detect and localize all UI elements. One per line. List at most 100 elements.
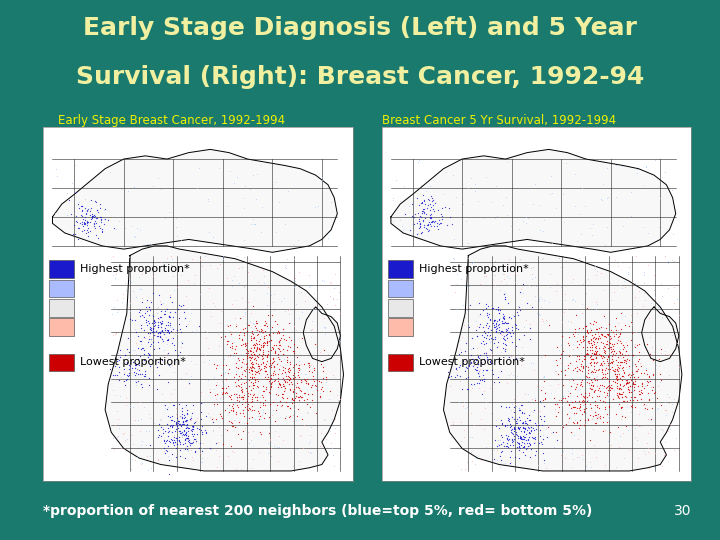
Point [490, 319, 502, 327]
Point [293, 366, 305, 374]
Point [409, 210, 420, 218]
Point [268, 368, 279, 377]
Point [513, 303, 525, 312]
Point [602, 343, 613, 352]
Point [604, 339, 616, 347]
Point [186, 254, 198, 263]
Point [165, 362, 176, 371]
Point [609, 378, 621, 387]
Point [538, 416, 549, 425]
Point [256, 227, 267, 236]
Point [134, 226, 145, 234]
Point [230, 348, 242, 357]
Point [243, 376, 255, 384]
Point [629, 293, 641, 301]
Point [245, 389, 256, 398]
Point [305, 362, 316, 370]
Point [478, 333, 490, 341]
Point [284, 343, 295, 352]
Point [500, 442, 512, 450]
Point [422, 226, 433, 235]
Point [503, 432, 514, 441]
Point [329, 429, 341, 437]
Point [577, 335, 589, 344]
Point [629, 423, 641, 432]
Point [287, 386, 299, 395]
Point [505, 352, 516, 360]
Point [600, 404, 611, 413]
Point [673, 362, 685, 371]
Point [598, 342, 609, 350]
Point [566, 397, 577, 406]
Point [465, 448, 477, 456]
Point [180, 400, 192, 409]
Point [163, 470, 174, 478]
Point [518, 428, 530, 436]
Point [425, 221, 436, 230]
Point [662, 427, 674, 435]
Point [642, 415, 654, 424]
Point [304, 439, 315, 448]
Point [143, 310, 154, 319]
Point [292, 404, 304, 413]
Point [247, 329, 258, 338]
Point [241, 387, 253, 395]
Point [666, 186, 678, 194]
Point [424, 213, 436, 221]
Point [495, 440, 507, 448]
Point [557, 332, 568, 341]
Point [174, 325, 186, 334]
Point [616, 358, 628, 367]
Point [161, 404, 173, 413]
Point [265, 451, 276, 460]
Point [562, 317, 574, 326]
Point [286, 398, 297, 407]
Point [164, 308, 176, 316]
Point [78, 219, 89, 228]
Point [138, 326, 149, 334]
Point [163, 412, 174, 421]
Point [198, 278, 210, 286]
Point [613, 332, 625, 340]
Point [515, 427, 526, 435]
Point [245, 349, 256, 358]
Point [587, 355, 598, 363]
Point [267, 344, 279, 353]
Point [243, 368, 255, 376]
Point [603, 384, 615, 393]
Point [227, 342, 238, 350]
Point [593, 333, 604, 342]
Point [598, 357, 609, 366]
Point [571, 362, 582, 371]
Point [500, 329, 512, 338]
Point [601, 223, 613, 232]
Point [616, 372, 628, 381]
Point [181, 435, 193, 444]
Point [275, 370, 287, 379]
Point [601, 163, 613, 172]
Point [672, 310, 684, 319]
Point [612, 402, 624, 411]
Point [209, 402, 220, 410]
Point [292, 382, 304, 391]
Point [505, 447, 517, 455]
Point [611, 378, 623, 387]
Point [607, 376, 618, 385]
Point [189, 419, 200, 428]
Point [288, 254, 300, 263]
Point [192, 184, 203, 192]
Point [459, 465, 470, 474]
Point [158, 435, 169, 444]
Point [233, 364, 244, 373]
Point [138, 402, 150, 411]
Point [132, 355, 143, 364]
Point [609, 322, 621, 330]
Point [485, 314, 496, 323]
Point [618, 368, 629, 376]
Point [418, 209, 430, 218]
Point [61, 188, 73, 197]
Point [555, 438, 567, 447]
Point [241, 327, 253, 336]
Point [612, 365, 624, 374]
Point [593, 403, 605, 412]
